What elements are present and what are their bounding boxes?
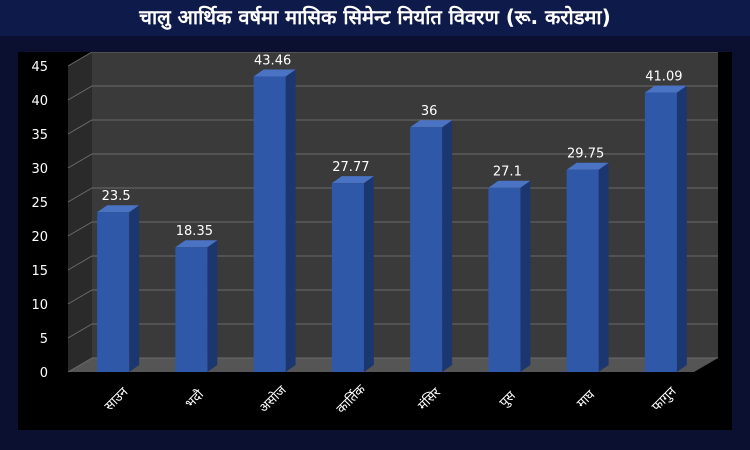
bar-top [410,120,453,128]
bar [566,169,599,372]
title-bar [0,0,750,36]
data-label: 27.1 [493,165,522,180]
chart-floor [68,358,718,372]
data-label: 27.77 [332,160,369,175]
data-label: 23.5 [102,189,131,204]
bar-top [175,240,218,248]
chart-side-wall [68,52,92,372]
y-tick-label: 40 [31,94,48,109]
bar-side [520,180,531,372]
bar-side [598,162,609,372]
data-label: 29.75 [567,147,604,162]
bar [410,127,443,372]
x-tick-label: पुस [497,388,519,410]
bar-top [566,162,609,170]
data-label: 43.46 [254,53,291,68]
bar [488,187,521,372]
x-tick-label: भदौ [182,386,207,411]
gridline [67,153,718,169]
y-tick-label: 15 [31,264,48,279]
bar-side [676,85,687,372]
data-label: 18.35 [176,224,213,239]
bar-side [442,120,453,372]
bar-top [253,69,296,77]
bar-side [207,240,218,372]
gridline [67,51,718,67]
bar-chart: 0 5 10 15 20 25 30 35 40 45 23.5 साउन 18.35 भदौ 43.46 अ… [31,51,718,417]
y-tick-label: 0 [40,366,48,381]
chart-back-wall [92,52,718,358]
bar-top [488,180,531,188]
y-tick-label: 20 [31,230,48,245]
bar-top [97,205,140,213]
chart-panel: 0 5 10 15 20 25 30 35 40 45 23.5 साउन 18.35 भदौ 43.46 अ… [18,51,732,430]
bar [644,92,677,372]
x-tick-label: माघ [574,387,598,411]
bar-top [331,176,374,184]
bar-side [363,176,374,372]
y-tick-label: 35 [31,128,48,143]
y-tick-label: 10 [31,298,48,313]
y-tick-label: 30 [31,162,48,177]
bar-side [129,205,140,372]
bar [175,247,208,372]
bar [331,183,364,372]
y-tick-label: 5 [40,332,48,347]
bar [253,76,286,373]
x-tick-label: मंसिर [415,384,445,414]
y-tick-label: 45 [31,60,48,75]
data-label: 36 [421,104,438,119]
gridline [67,119,718,135]
x-tick-label: फागुन [649,384,680,415]
bar-top [644,85,687,93]
bar [97,212,130,372]
data-label: 41.09 [645,70,682,85]
x-tick-label: साउन [102,384,132,414]
x-tick-label: कार्तिक [333,381,369,417]
gridline [67,85,718,101]
x-tick-label: असोज [256,382,290,416]
bar-side [285,69,296,373]
page-title: चालु आर्थिक वर्षमा मासिक सिमेन्ट निर्यात… [139,5,611,29]
y-tick-label: 25 [31,196,48,211]
